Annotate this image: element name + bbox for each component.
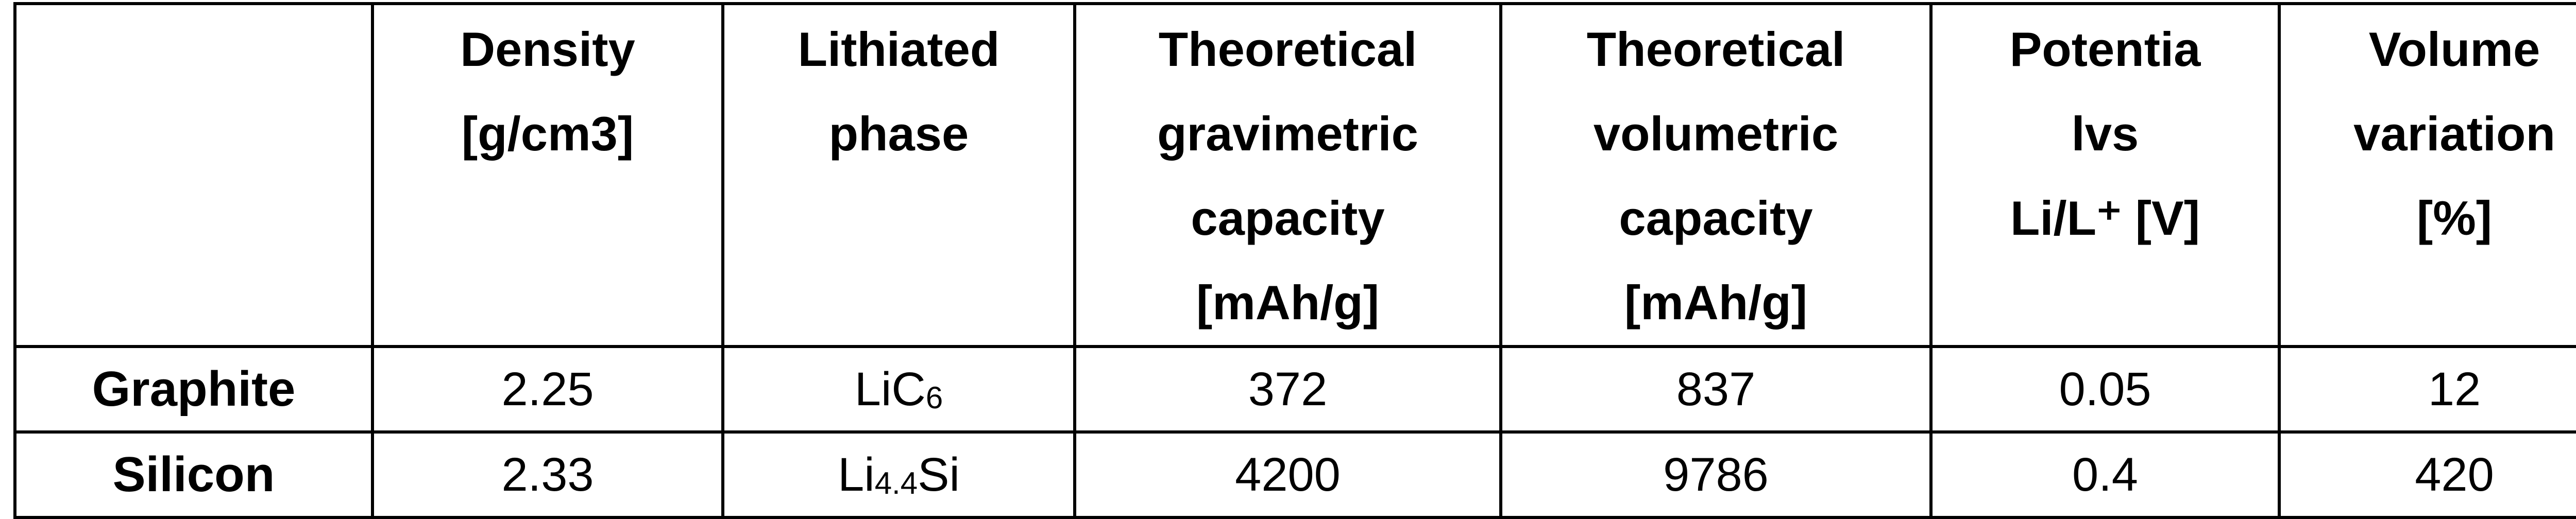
row-label-cell: Silicon — [13, 430, 374, 519]
data-table: Density [g/cm3] Lithiated phase Theoretical g… — [13, 2, 2576, 519]
data-cell: Li4.4Si — [721, 430, 1076, 519]
data-cell: 420 — [2278, 430, 2576, 519]
data-cell: 9786 — [1499, 430, 1933, 519]
header-text: [mAh/g] — [1624, 275, 1808, 330]
header-cell — [13, 2, 374, 348]
cell-text: 0.05 — [2059, 362, 2151, 416]
data-cell: LiC6 — [721, 345, 1076, 434]
header-text: [%] — [2416, 191, 2493, 245]
cell-text: 9786 — [1663, 448, 1769, 501]
data-cell: 4200 — [1073, 430, 1502, 519]
formula-text: Si — [918, 448, 960, 501]
cell-text: 4200 — [1235, 448, 1341, 501]
header-text: [g/cm3] — [461, 107, 634, 161]
data-row: Graphite 2.25 LiC6 372 837 0.05 12 — [13, 345, 2576, 434]
data-cell: 0.4 — [1929, 430, 2281, 519]
row-label: Silicon — [112, 447, 275, 502]
formula-text: Li — [838, 448, 875, 501]
formula-subscript: 6 — [925, 380, 943, 415]
header-text: gravimetric — [1157, 107, 1418, 161]
row-label: Graphite — [92, 361, 296, 417]
cell-text: 420 — [2415, 448, 2494, 501]
data-cell: 372 — [1073, 345, 1502, 434]
cell-text: 2.33 — [501, 448, 594, 501]
header-text: Theoretical — [1158, 22, 1417, 76]
data-cell: 12 — [2278, 345, 2576, 434]
header-text: capacity — [1619, 191, 1813, 245]
formula-text: LiC — [854, 362, 926, 416]
header-cell: Potentia lvs Li/L⁺ [V] — [1929, 2, 2281, 348]
header-text: Density — [460, 22, 635, 76]
data-cell: 0.05 — [1929, 345, 2281, 434]
header-cell: Theoretical gravimetric capacity [mAh/g] — [1073, 2, 1502, 348]
header-text: [mAh/g] — [1196, 275, 1380, 330]
header-cell: Lithiated phase — [721, 2, 1076, 348]
header-cell: Density [g/cm3] — [371, 2, 724, 348]
header-row: Density [g/cm3] Lithiated phase Theoretical g… — [13, 2, 2576, 348]
data-cell: 837 — [1499, 345, 1933, 434]
header-text: Volume — [2368, 22, 2540, 76]
header-text: capacity — [1191, 191, 1385, 245]
cell-text: 2.25 — [501, 362, 594, 416]
cell-text: 12 — [2428, 362, 2481, 416]
table-body: Density [g/cm3] Lithiated phase Theoretical g… — [13, 2, 2576, 519]
header-text: volumetric — [1593, 107, 1839, 161]
header-cell: Volume variation [%] — [2278, 2, 2576, 348]
cell-text: 372 — [1248, 362, 1328, 416]
header-text: Potentia — [2009, 22, 2201, 76]
header-cell: Theoretical volumetric capacity [mAh/g] — [1499, 2, 1933, 348]
cell-text: 0.4 — [2072, 448, 2138, 501]
header-text: variation — [2353, 107, 2555, 161]
header-text: Li/L⁺ [V] — [2010, 191, 2200, 245]
data-row: Silicon 2.33 Li4.4Si 4200 9786 0.4 420 — [13, 430, 2576, 519]
cell-text: 837 — [1676, 362, 1756, 416]
data-cell: 2.25 — [371, 345, 724, 434]
header-text: phase — [828, 107, 969, 161]
row-label-cell: Graphite — [13, 345, 374, 434]
header-text: lvs — [2071, 107, 2139, 161]
formula-subscript: 4.4 — [874, 465, 918, 500]
header-text: Lithiated — [798, 22, 1000, 76]
data-cell: 2.33 — [371, 430, 724, 519]
header-text: Theoretical — [1586, 22, 1845, 76]
